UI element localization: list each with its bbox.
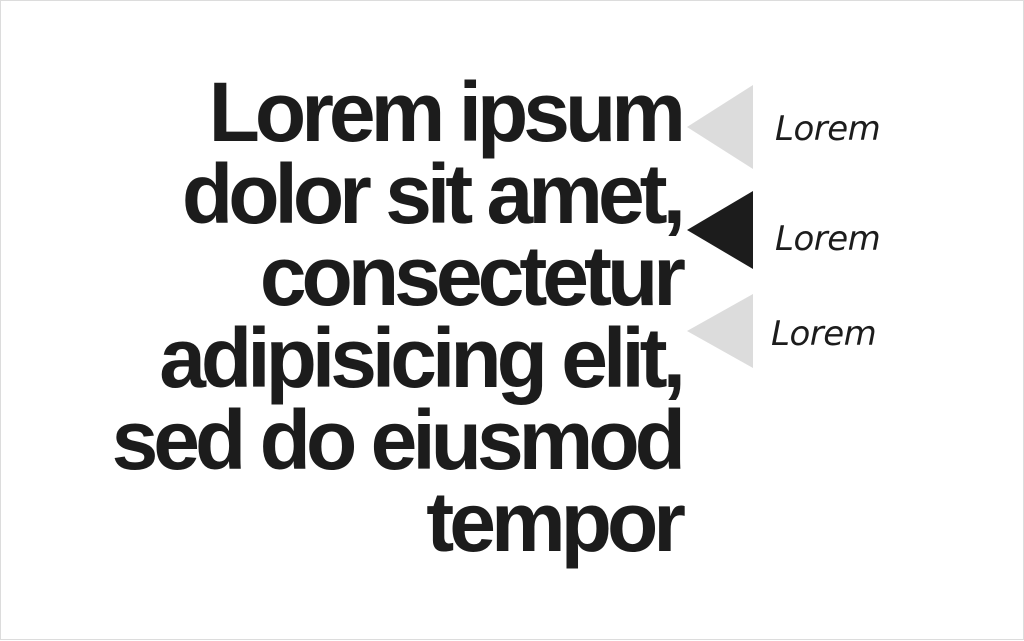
option-item[interactable]: Lorem [687,294,1007,368]
option-item-selected[interactable]: Lorem [687,191,1007,269]
headline: Lorem ipsum dolor sit amet, consectetur … [111,65,686,569]
left-arrow-icon [687,191,753,269]
option-label: Lorem [771,314,877,354]
headline-line: Lorem ipsum [208,65,686,159]
option-item[interactable]: Lorem [687,85,1007,169]
option-label: Lorem [775,109,881,149]
option-label: Lorem [775,219,881,259]
headline-line: consectetur [259,229,686,323]
left-arrow-icon [687,85,753,169]
option-list: Lorem Lorem Lorem [687,1,1017,641]
headline-line: adipisicing elit, [159,311,686,405]
left-arrow-icon [687,294,753,368]
headline-line: dolor sit amet, [181,147,686,241]
headline-line: sed do eiusmod [111,393,686,487]
headline-line: tempor [426,475,686,569]
